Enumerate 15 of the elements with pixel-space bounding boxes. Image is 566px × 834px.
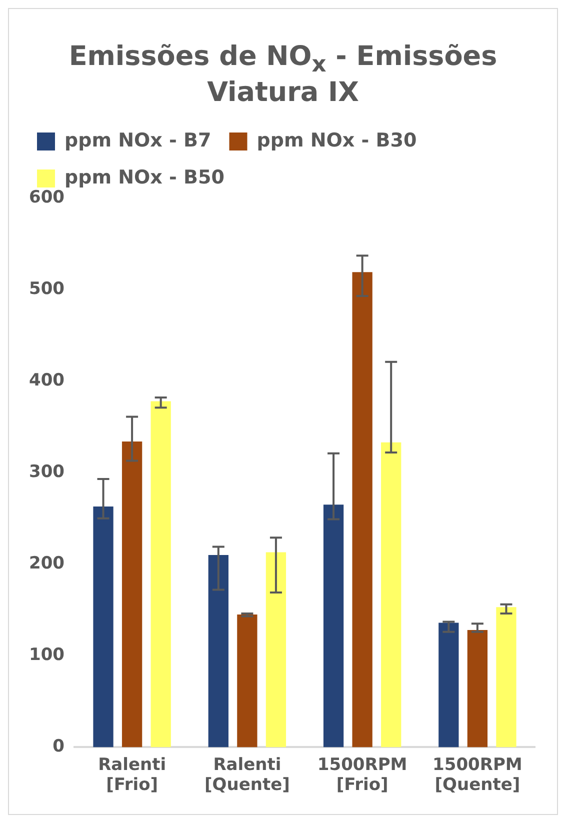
x-tick-label: Ralenti [Quente] [204,755,290,796]
y-tick-label: 600 [28,188,65,208]
legend-label: ppm NOx - B50 [64,166,224,189]
legend-label: ppm NOx - B7 [64,130,212,152]
x-tick-label: 1500RPM [Quente] [432,755,522,796]
y-tick-label: 0 [52,737,65,758]
y-tick-label: 400 [28,370,65,391]
chart-title: Emissões de NO$_{x}$ - Emissões Viatura IX [68,40,498,110]
x-tick-label: Ralenti [Frio] [98,755,166,796]
y-tick-label: 100 [28,645,65,666]
x-tick-label: 1500RPM [Frio] [317,755,408,796]
y-tick-label: 300 [28,462,65,482]
y-tick-label: 200 [28,554,65,574]
y-tick-label: 500 [28,279,65,300]
legend-label: ppm NOx - B30 [256,130,417,152]
